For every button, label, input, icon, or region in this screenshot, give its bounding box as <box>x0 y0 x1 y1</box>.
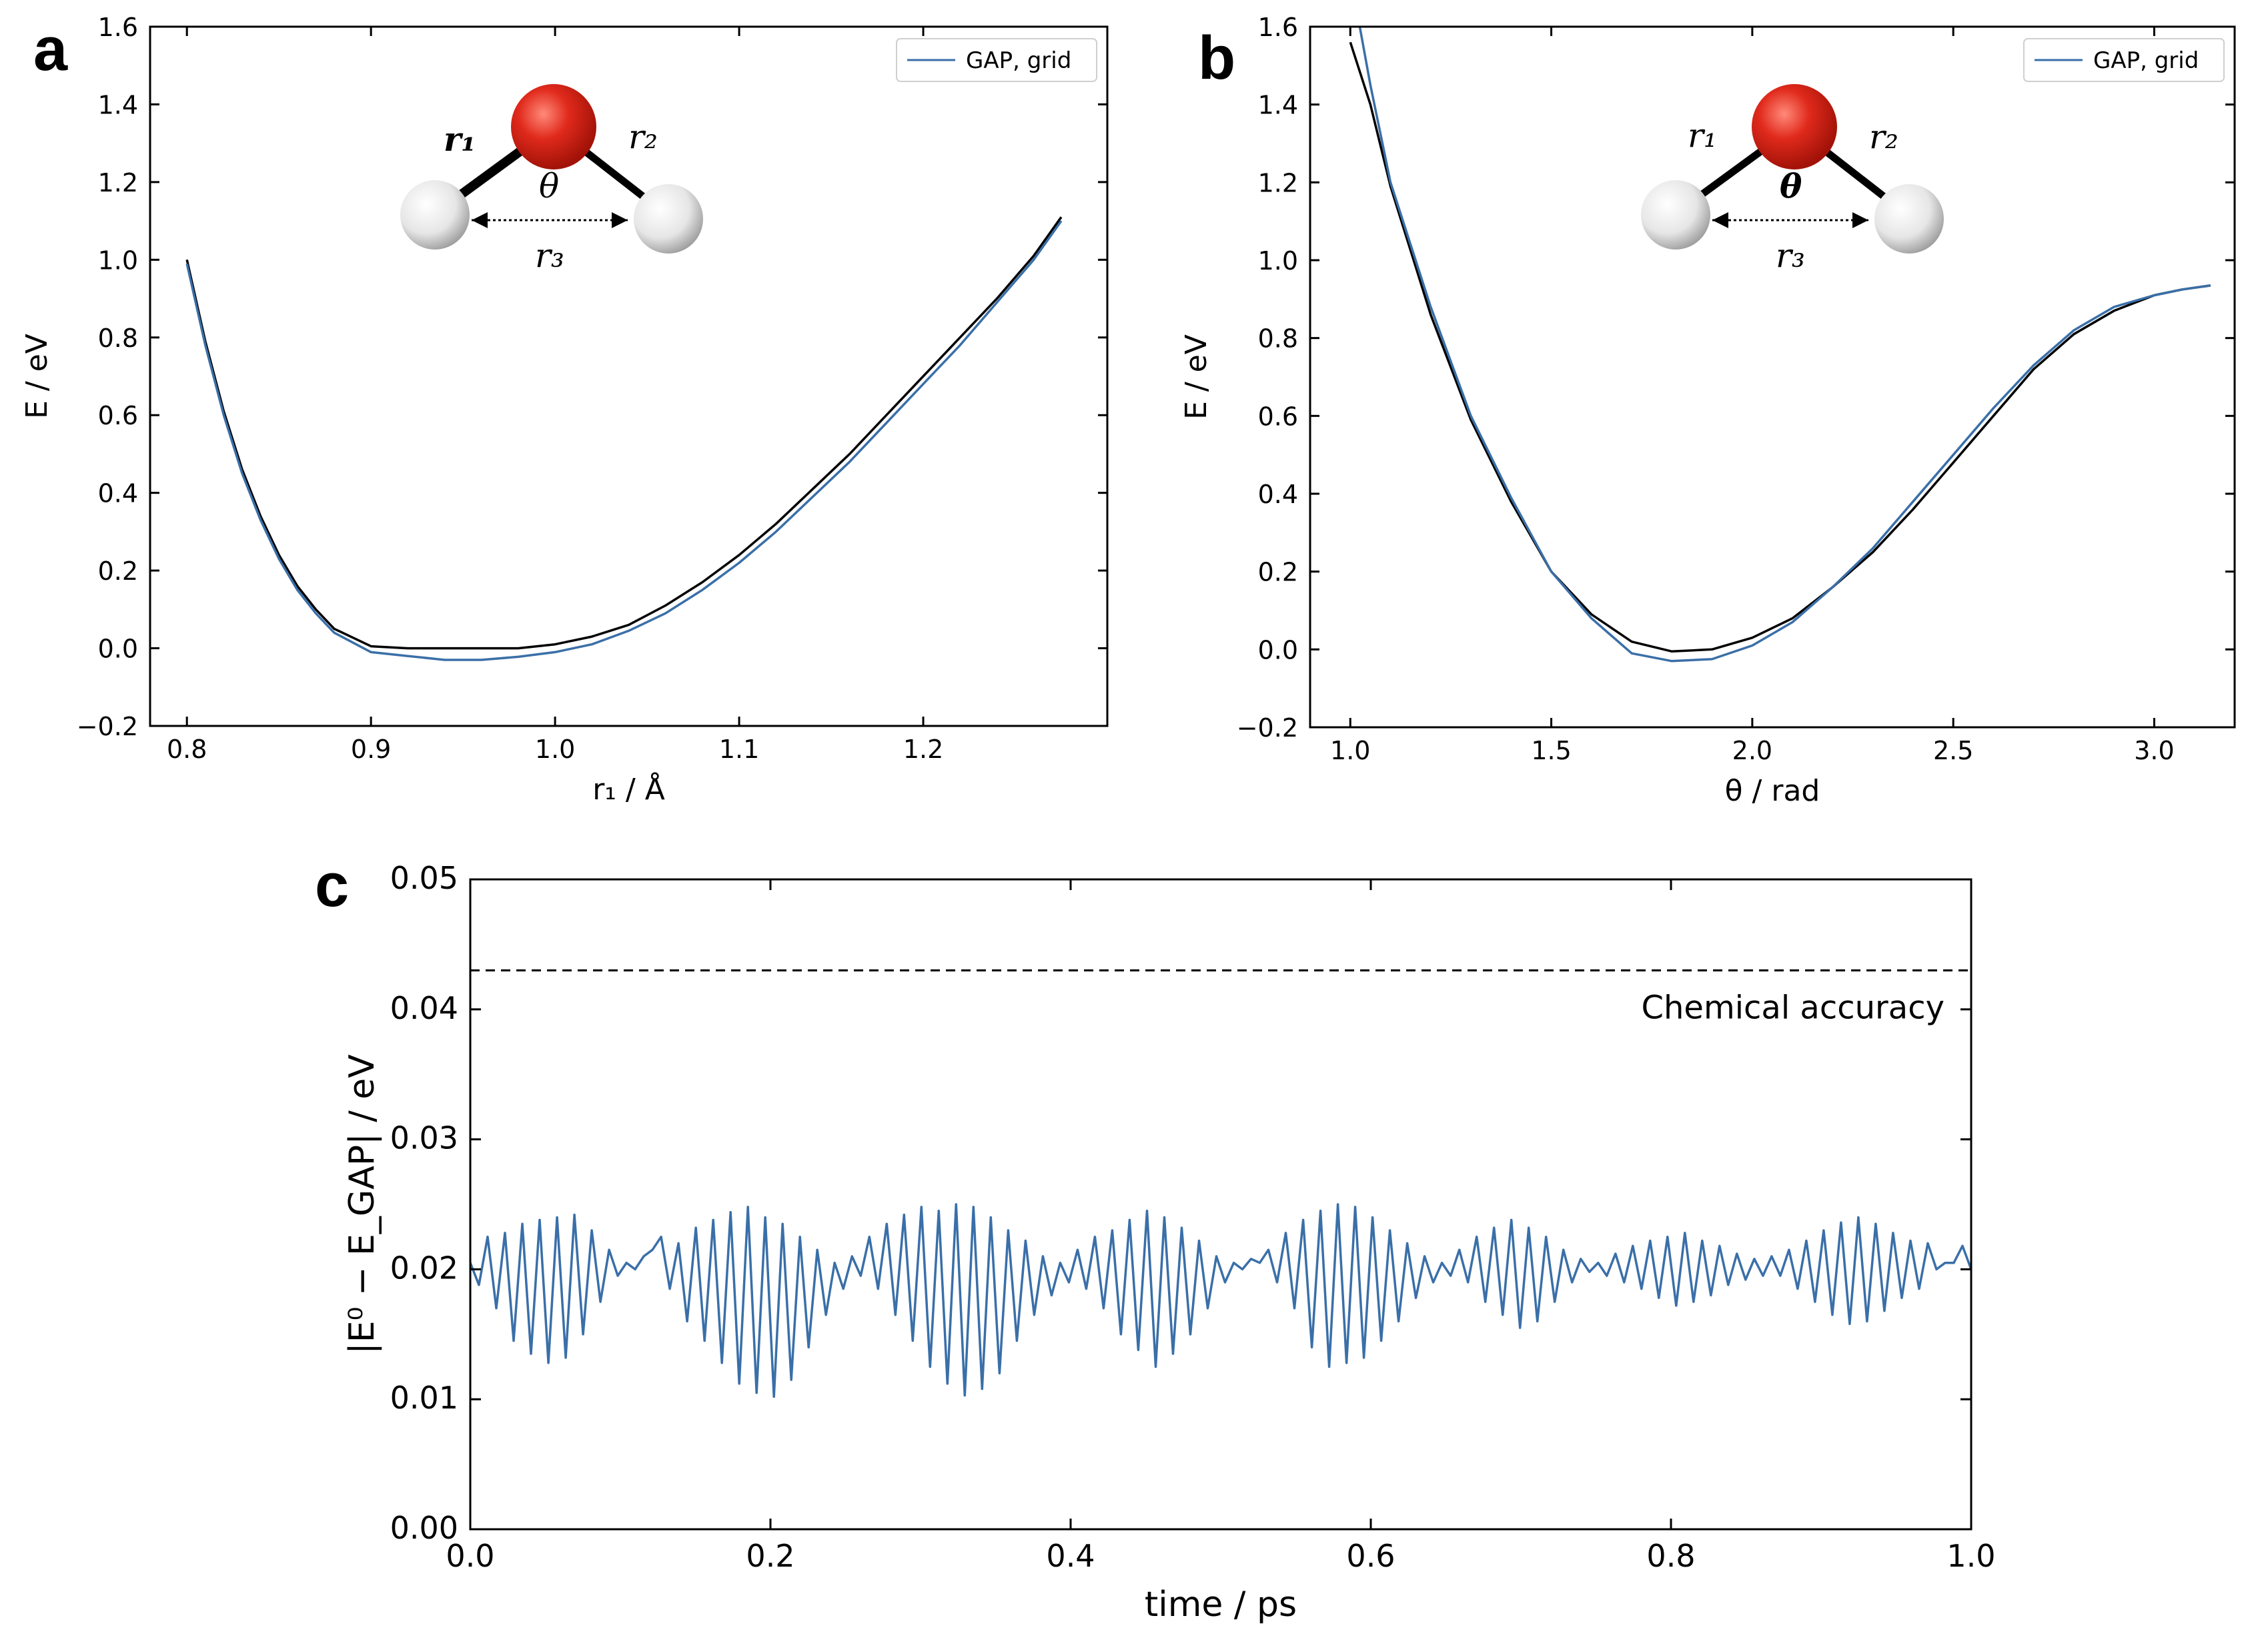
x-tick-label-c-0: 0.0 <box>446 1538 494 1574</box>
water-molecule-inset-a: r₁ r₂ θ r₃ <box>400 84 703 275</box>
y-tick-label-b-9: 1.6 <box>1258 13 1298 42</box>
x-tick-label-b-0: 1.0 <box>1330 736 1370 765</box>
distance-label-r3-a: r₃ <box>535 236 564 275</box>
plot-frame-a <box>149 25 1109 727</box>
water-molecule-inset-b: r₁ r₂ θ r₃ <box>1641 84 1944 275</box>
series-line-b-1 <box>1349 41 2211 653</box>
x-axis-label-b: θ / rad <box>1725 774 1820 808</box>
x-axis-label-c: time / ps <box>1145 1585 1297 1625</box>
x-tick-label-c-5: 1.0 <box>1946 1538 1995 1574</box>
x-tick-label-c-4: 0.8 <box>1646 1538 1695 1574</box>
legend-box-a <box>896 38 1097 82</box>
bond-label-r1-a: r₁ <box>444 119 476 159</box>
y-tick-label-a-7: 1.2 <box>98 168 138 197</box>
x-tick-label-a-0: 0.8 <box>167 735 207 764</box>
x-tick-label-b-2: 2.0 <box>1732 736 1772 765</box>
y-tick-label-b-0: −0.2 <box>1237 713 1298 743</box>
x-tick-label-b-1: 1.5 <box>1531 736 1571 765</box>
y-tick-label-a-5: 0.8 <box>98 324 138 353</box>
y-tick-label-b-2: 0.2 <box>1258 558 1298 587</box>
legend-a: GAP, grid <box>896 38 1097 82</box>
chart-panel-c: 0.0 0.2 0.4 0.6 0.8 1.0 0.00 0.01 0.02 0.03 0.04 0.… <box>342 860 1996 1625</box>
y-tick-label-c-0: 0.00 <box>390 1510 458 1546</box>
hydrogen-atom-left-b <box>1641 180 1710 250</box>
y-tick-label-b-3: 0.4 <box>1258 480 1298 509</box>
x-tick-label-b-3: 2.5 <box>1933 736 1973 765</box>
chart-panel-b: 1.0 1.5 2.0 2.5 3.0 −0.2 0.0 0.2 0.4 0.6 0.8 1.0 1.2… <box>1179 13 2236 808</box>
y-tick-label-b-5: 0.8 <box>1258 324 1298 354</box>
panel-label-b: b <box>1198 24 1235 92</box>
y-tick-label-a-9: 1.6 <box>98 13 138 42</box>
y-tick-label-b-7: 1.2 <box>1258 168 1298 197</box>
y-tick-label-a-1: 0.0 <box>98 635 138 664</box>
y-tick-label-c-2: 0.02 <box>390 1250 458 1286</box>
legend-entry-b: GAP, grid <box>2093 47 2199 74</box>
y-tick-label-a-4: 0.6 <box>98 401 138 430</box>
x-tick-label-a-2: 1.0 <box>535 735 575 764</box>
y-tick-label-c-1: 0.01 <box>390 1380 458 1416</box>
y-axis-label-a: E / eV <box>20 334 54 419</box>
y-tick-label-a-0: −0.2 <box>77 712 138 741</box>
x-tick-label-a-4: 1.2 <box>903 735 943 764</box>
x-tick-label-a-1: 0.9 <box>351 735 391 764</box>
plot-frame-b <box>1309 25 2236 729</box>
x-tick-label-c-1: 0.2 <box>746 1538 794 1574</box>
legend-b: GAP, grid <box>2023 38 2225 82</box>
x-tick-label-a-3: 1.1 <box>719 735 759 764</box>
y-tick-label-b-4: 0.6 <box>1258 402 1298 431</box>
distance-label-r3-b: r₃ <box>1776 236 1805 275</box>
y-tick-label-b-8: 1.4 <box>1258 91 1298 120</box>
x-tick-label-c-2: 0.4 <box>1046 1538 1095 1574</box>
x-axis-label-a: r₁ / Å <box>592 771 665 807</box>
panel-label-a: a <box>33 15 68 83</box>
legend-box-b <box>2023 38 2225 82</box>
hydrogen-atom-right-a <box>634 184 703 254</box>
x-tick-label-c-3: 0.6 <box>1346 1538 1395 1574</box>
bond-label-r1-b: r₁ <box>1688 116 1717 155</box>
y-tick-label-a-8: 1.4 <box>98 90 138 119</box>
x-tick-label-b-4: 3.0 <box>2134 736 2174 765</box>
series-line-b-0 <box>1358 27 2211 663</box>
hydrogen-atom-right-b <box>1874 184 1944 254</box>
angle-label-theta-a: θ <box>539 167 559 206</box>
y-axis-label-b: E / eV <box>1179 334 1213 420</box>
y-tick-label-a-2: 0.2 <box>98 556 138 586</box>
oxygen-atom-a <box>511 84 596 169</box>
series-line-c-0 <box>470 1203 1971 1398</box>
y-tick-label-b-6: 1.0 <box>1258 246 1298 276</box>
y-tick-label-c-5: 0.05 <box>390 860 458 896</box>
oxygen-atom-b <box>1752 84 1837 169</box>
y-tick-label-c-4: 0.04 <box>390 990 458 1026</box>
panel-label-c: c <box>315 851 349 919</box>
bond-label-r2-a: r₂ <box>628 117 658 156</box>
legend-entry-a: GAP, grid <box>966 47 1071 74</box>
plot-frame-c <box>469 878 1972 1531</box>
angle-label-theta-b: θ <box>1780 166 1802 206</box>
y-tick-label-a-6: 1.0 <box>98 246 138 275</box>
y-tick-label-a-3: 0.4 <box>98 479 138 508</box>
hydrogen-atom-left-a <box>400 180 470 250</box>
chemical-accuracy-label: Chemical accuracy <box>1641 989 1944 1026</box>
y-axis-label-c: |E⁰ − E_GAP| / eV <box>342 1054 382 1354</box>
series-line-a-1 <box>185 216 1063 650</box>
y-tick-label-c-3: 0.03 <box>390 1120 458 1156</box>
y-tick-label-b-1: 0.0 <box>1258 635 1298 665</box>
chart-panel-a: 0.8 0.9 1.0 1.1 1.2 −0.2 0.0 0.2 0.4 0.6 0.8 1.0 1.2… <box>20 13 1109 807</box>
bond-label-r2-b: r₂ <box>1869 117 1898 156</box>
series-line-a-0 <box>185 220 1063 661</box>
